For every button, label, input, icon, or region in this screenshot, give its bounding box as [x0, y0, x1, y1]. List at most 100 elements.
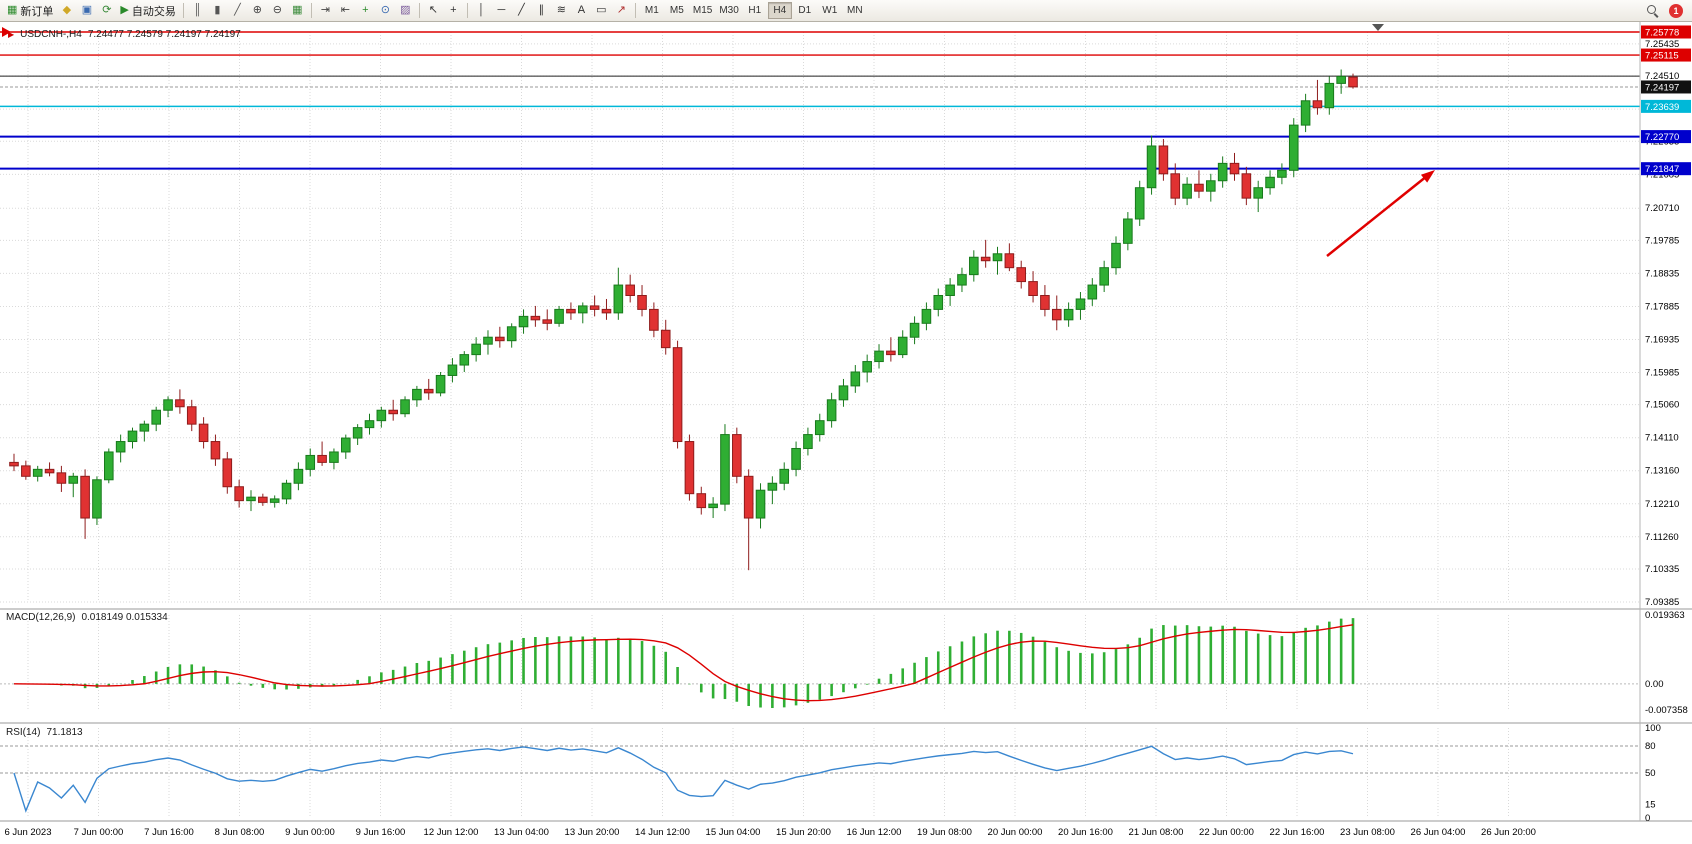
candle-bull: [127, 430, 138, 443]
templates-button[interactable]: ▨: [396, 1, 415, 20]
candle-bull: [1134, 187, 1145, 220]
tile-windows-button[interactable]: ▦: [288, 1, 307, 20]
indicators-button[interactable]: +: [356, 1, 375, 20]
price-axis-tick: 7.18835: [1645, 268, 1679, 279]
template-icon: ▨: [400, 4, 411, 16]
autotrading-play-icon: ▶: [120, 4, 129, 16]
candle-bear: [198, 423, 209, 443]
candle-bull: [483, 336, 493, 345]
candle-bull: [305, 454, 316, 470]
channel-icon: ∥: [538, 4, 545, 16]
timeframe-m1-button[interactable]: M1: [644, 5, 659, 16]
tile-windows-icon: ▦: [292, 4, 303, 16]
autotrading-button-label: 自动交易: [131, 5, 176, 18]
text-button[interactable]: A: [572, 1, 591, 20]
refresh-icon: ⟳: [102, 4, 112, 16]
chart-area[interactable]: 7.254357.245107.235607.226357.216857.207…: [0, 22, 1692, 844]
candle-bear: [601, 308, 612, 314]
candle-bull: [1111, 242, 1121, 269]
candle-bull: [151, 409, 161, 425]
zoom-in-button[interactable]: ⊕: [248, 1, 267, 20]
price-axis-tick: 7.20710: [1645, 203, 1679, 214]
autotrading-button[interactable]: ▶ 自动交易: [117, 1, 178, 20]
arrows-button[interactable]: ↗: [612, 1, 631, 20]
toolbar-separator: [310, 3, 312, 18]
candle-bull: [1146, 145, 1157, 189]
chart-shift-button[interactable]: ⇤: [336, 1, 355, 20]
new-order-button[interactable]: ▦ 新订单: [4, 1, 56, 20]
price-badge: [1641, 130, 1691, 144]
date-axis-label: 16 Jun 12:00: [847, 827, 902, 838]
candle-bull: [874, 350, 884, 363]
candle-bull: [329, 451, 339, 463]
metaeditor-button[interactable]: ◆: [57, 1, 76, 20]
text-icon: A: [577, 4, 586, 16]
crosshair-button[interactable]: +: [444, 1, 463, 20]
chart-shift-marker[interactable]: [1372, 24, 1384, 31]
candle-bull: [992, 253, 1003, 262]
navigator-button[interactable]: ▣: [77, 1, 96, 20]
label-button[interactable]: ▭: [592, 1, 611, 20]
date-axis-label: 21 Jun 08:00: [1129, 827, 1184, 838]
candle-bull: [1217, 162, 1228, 182]
bar-chart-button[interactable]: ║: [188, 1, 207, 20]
candle-bull: [163, 399, 173, 411]
price-badge-text: 7.24197: [1645, 82, 1679, 93]
candle-bull: [803, 434, 813, 449]
date-axis-label: 14 Jun 12:00: [635, 827, 690, 838]
macd-axis-label: 0.019363: [1645, 610, 1685, 621]
timeframe-w1-button[interactable]: W1: [822, 5, 838, 16]
notification-badge[interactable]: 1: [1669, 3, 1683, 18]
trendline-button[interactable]: ╱: [512, 1, 531, 20]
refresh-button[interactable]: ⟳: [97, 1, 116, 20]
candle-bear: [684, 441, 695, 495]
candle-bear: [566, 308, 576, 314]
candle-bull: [720, 434, 730, 505]
date-axis-label: 19 Jun 08:00: [917, 827, 972, 838]
candle-bull: [447, 364, 458, 376]
price-badge-text: 7.22770: [1645, 132, 1679, 143]
timeframe-m15-button[interactable]: M15: [692, 5, 713, 16]
candle-bear: [1016, 267, 1027, 283]
candle-bull: [115, 441, 126, 453]
new-order-icon: ▦: [7, 4, 18, 16]
arrow-annotation-head: [1420, 170, 1435, 183]
candle-bear: [317, 454, 327, 463]
timeframe-d1-button[interactable]: D1: [798, 5, 812, 16]
candle-bull: [1288, 124, 1299, 171]
candle-bear: [186, 406, 197, 425]
cursor-icon: ↖: [428, 4, 438, 16]
channel-button[interactable]: ∥: [532, 1, 551, 20]
timeframe-h1-button[interactable]: H1: [748, 5, 762, 16]
chart-svg[interactable]: 7.254357.245107.235607.226357.216857.207…: [0, 22, 1692, 844]
timeframe-h4-button[interactable]: H4: [767, 2, 792, 19]
bar-chart-icon: ║: [193, 4, 202, 16]
line-chart-button[interactable]: ╱: [228, 1, 247, 20]
candle-bull: [838, 385, 849, 401]
candle-bull: [1265, 176, 1275, 189]
candle-bull: [376, 409, 387, 422]
periods-button[interactable]: ⊙: [376, 1, 395, 20]
candle-bull: [518, 315, 529, 328]
timeframe-mn-button[interactable]: MN: [847, 5, 863, 16]
zoom-out-button[interactable]: ⊖: [268, 1, 287, 20]
cursor-button[interactable]: ↖: [424, 1, 443, 20]
timeframe-m30-button[interactable]: M30: [719, 5, 739, 16]
date-axis-label: 13 Jun 04:00: [494, 827, 549, 838]
search-button[interactable]: [1643, 1, 1662, 20]
fibonacci-button[interactable]: ≋: [552, 1, 571, 20]
line-chart-icon: ╱: [234, 4, 241, 16]
timeframe-m5-button[interactable]: M5: [669, 5, 684, 16]
fibonacci-icon: ≋: [556, 4, 566, 16]
rsi-axis-label: 100: [1645, 723, 1661, 734]
arrow-annotation[interactable]: [1326, 175, 1428, 257]
candle-bear: [696, 493, 707, 509]
price-axis-tick: 7.14110: [1645, 433, 1679, 444]
vertical-line-button[interactable]: │: [472, 1, 491, 20]
auto-scroll-button[interactable]: ⇥: [316, 1, 335, 20]
price-axis-tick: 7.15060: [1645, 400, 1679, 411]
horizontal-line-button[interactable]: ─: [492, 1, 511, 20]
candle-bull: [1063, 308, 1074, 321]
trendline-icon: ╱: [518, 4, 525, 16]
candlestick-chart-button[interactable]: ▮: [208, 1, 227, 20]
